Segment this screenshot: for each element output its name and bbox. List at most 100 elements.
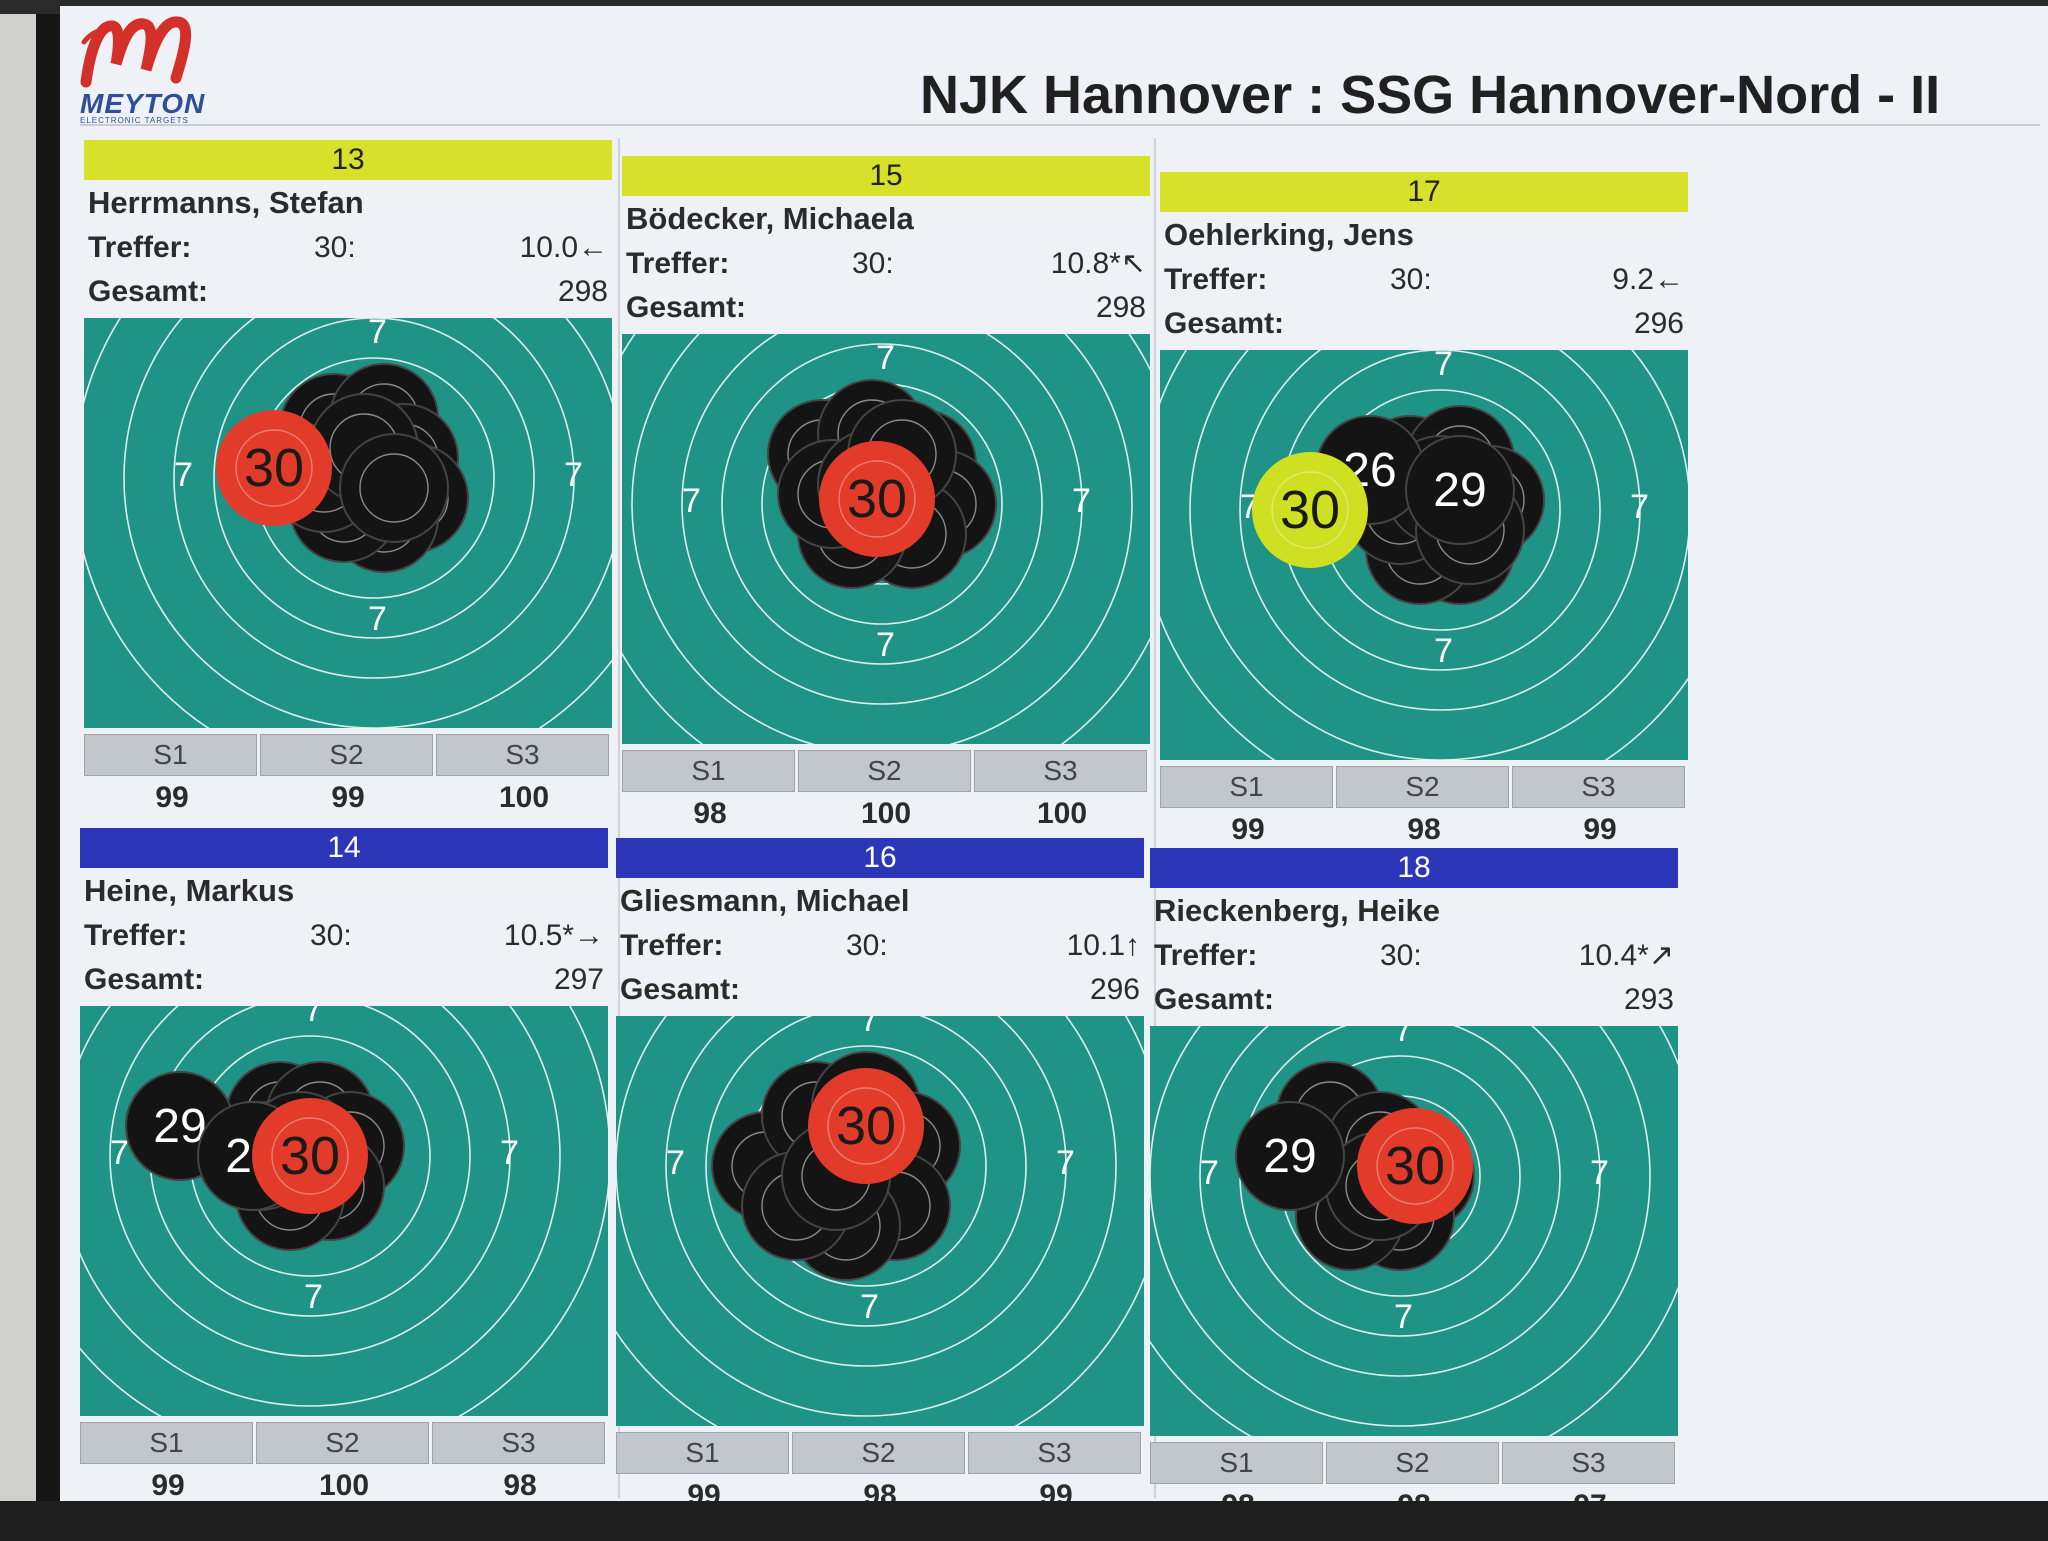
series-score-s2: 100 (318, 1469, 370, 1502)
hits-row: Treffer: 30: 10.8*↖ (622, 242, 1150, 286)
shooter-card-lane-15[interactable]: 15 Bödecker, Michaela Treffer: 30: 10.8*… (622, 156, 1150, 830)
target-ring (109, 1006, 511, 1357)
series-tabs: S1 S2 S3 (1150, 1442, 1678, 1484)
last-shot-number: 30 (1280, 480, 1340, 540)
lane-number: 16 (863, 841, 897, 874)
hits-label: Treffer: (84, 919, 188, 952)
target-ring (123, 318, 612, 728)
ring-number: 7 (860, 1016, 879, 1039)
series-score-s3: 98 (503, 1469, 537, 1502)
ring-number: 7 (1434, 350, 1453, 383)
hits-row: Treffer: 30: 10.1↑ (616, 924, 1144, 968)
series-tab-s3[interactable]: S3 (974, 750, 1147, 792)
target-ring (681, 334, 1083, 705)
shooter-card-lane-13[interactable]: 13 Herrmanns, Stefan Treffer: 30: 10.0← … (84, 140, 612, 814)
target-display[interactable]: 7 7 7 7 30 (616, 1016, 1144, 1426)
series-score-s1: 99 (1231, 813, 1265, 846)
ring-number: 7 (110, 1134, 129, 1172)
series-tab-s1[interactable]: S1 (1160, 766, 1333, 808)
series-tabs: S1 S2 S3 (84, 734, 612, 776)
shot-count: 30: (1390, 263, 1432, 296)
shot-direction-arrow-icon: ↑ (1125, 929, 1140, 962)
shot-count: 30: (852, 247, 894, 280)
last-shot-value: 10.0← (520, 226, 608, 270)
shot-direction-arrow-icon: ← (1654, 263, 1684, 296)
series-tab-s1[interactable]: S1 (80, 1422, 253, 1464)
total-score: 293 (1623, 983, 1674, 1016)
last-shot-number: 30 (244, 438, 304, 498)
total-label: Gesamt: (1164, 307, 1285, 340)
target-ring (173, 318, 575, 679)
shooter-card-lane-17[interactable]: 17 Oehlerking, Jens Treffer: 30: 9.2← Ge… (1160, 172, 1688, 846)
series-score-s1: 99 (155, 781, 189, 814)
ring-number: 7 (1630, 488, 1649, 526)
series-tab-s1[interactable]: S1 (616, 1432, 789, 1474)
target-ring (705, 1016, 1027, 1327)
lane-number: 17 (1407, 175, 1441, 208)
series-tabs: S1 S2 S3 (80, 1422, 608, 1464)
hits-label: Treffer: (1164, 263, 1268, 296)
shot-hole: 29 (1235, 1101, 1345, 1211)
target-display[interactable]: 7 7 7 7 30 (622, 334, 1150, 744)
shot-hole (339, 433, 449, 543)
series-tab-s2[interactable]: S2 (256, 1422, 429, 1464)
ring-number: 7 (174, 456, 193, 494)
series-tab-s3[interactable]: S3 (968, 1432, 1141, 1474)
series-tab-s1[interactable]: S1 (1150, 1442, 1323, 1484)
target-ring (80, 1006, 561, 1407)
header-divider (80, 124, 2040, 126)
target-display[interactable]: 7 7 7 7 29 30 (1150, 1026, 1678, 1436)
last-shot-score: 10.0 (519, 231, 578, 264)
hits-row: Treffer: 30: 10.4*↗ (1150, 934, 1678, 978)
series-tab-s1[interactable]: S1 (84, 734, 257, 776)
target-ring (665, 1016, 1067, 1367)
series-tab-s2[interactable]: S2 (798, 750, 971, 792)
series-tab-s1[interactable]: S1 (622, 750, 795, 792)
hits-label: Treffer: (1154, 939, 1258, 972)
total-label: Gesamt: (620, 973, 741, 1006)
shooter-card-lane-16[interactable]: 16 Gliesmann, Michael Treffer: 30: 10.1↑… (616, 838, 1144, 1512)
lane-number: 14 (327, 831, 361, 864)
ring-number: 7 (1590, 1154, 1609, 1192)
total-score: 298 (557, 275, 608, 308)
shooter-card-lane-14[interactable]: 14 Heine, Markus Treffer: 30: 10.5*→ Ges… (80, 828, 608, 1502)
series-tab-s3[interactable]: S3 (432, 1422, 605, 1464)
series-tab-s3[interactable]: S3 (1512, 766, 1685, 808)
series-score-s3: 99 (1583, 813, 1617, 846)
total-label: Gesamt: (626, 291, 747, 324)
total-label: Gesamt: (84, 963, 205, 996)
series-score-s1: 99 (151, 1469, 185, 1502)
meyton-logo: MEYTON ELECTRONIC TARGETS (80, 12, 204, 125)
series-tab-s2[interactable]: S2 (1336, 766, 1509, 808)
lane-number-bar: 15 (622, 156, 1150, 196)
logo-brand-text: MEYTON (80, 88, 206, 119)
target-display[interactable]: 7 7 7 7 30 (84, 318, 612, 728)
shooter-name: Bödecker, Michaela (626, 201, 914, 236)
last-shot-value: 10.4*↗ (1579, 934, 1674, 978)
total-score: 298 (1095, 291, 1146, 324)
series-tabs: S1 S2 S3 (1160, 766, 1688, 808)
shot-count: 30: (1380, 939, 1422, 972)
series-tab-s2[interactable]: S2 (1326, 1442, 1499, 1484)
shooter-name: Oehlerking, Jens (1164, 217, 1414, 252)
match-title: NJK Hannover : SSG Hannover-Nord - II (920, 65, 1941, 125)
series-score-s2: 99 (331, 781, 365, 814)
hits-row: Treffer: 30: 10.0← (84, 226, 612, 270)
series-tabs: S1 S2 S3 (622, 750, 1150, 792)
series-tab-s2[interactable]: S2 (260, 734, 433, 776)
ring-number: 7 (876, 626, 895, 664)
shot-hole: 29 (1405, 435, 1515, 545)
shooter-card-lane-18[interactable]: 18 Rieckenberg, Heike Treffer: 30: 10.4*… (1150, 848, 1678, 1522)
series-score-s3: 100 (1036, 797, 1088, 830)
series-tab-s3[interactable]: S3 (1502, 1442, 1675, 1484)
last-shot-value: 9.2← (1612, 258, 1684, 302)
series-tab-s3[interactable]: S3 (436, 734, 609, 776)
last-shot-score: 10.1 (1066, 929, 1125, 962)
total-score: 296 (1089, 973, 1140, 1006)
series-tabs: S1 S2 S3 (616, 1432, 1144, 1474)
last-shot-marker: 30 (252, 1098, 368, 1214)
series-tab-s2[interactable]: S2 (792, 1432, 965, 1474)
total-score: 297 (553, 963, 604, 996)
